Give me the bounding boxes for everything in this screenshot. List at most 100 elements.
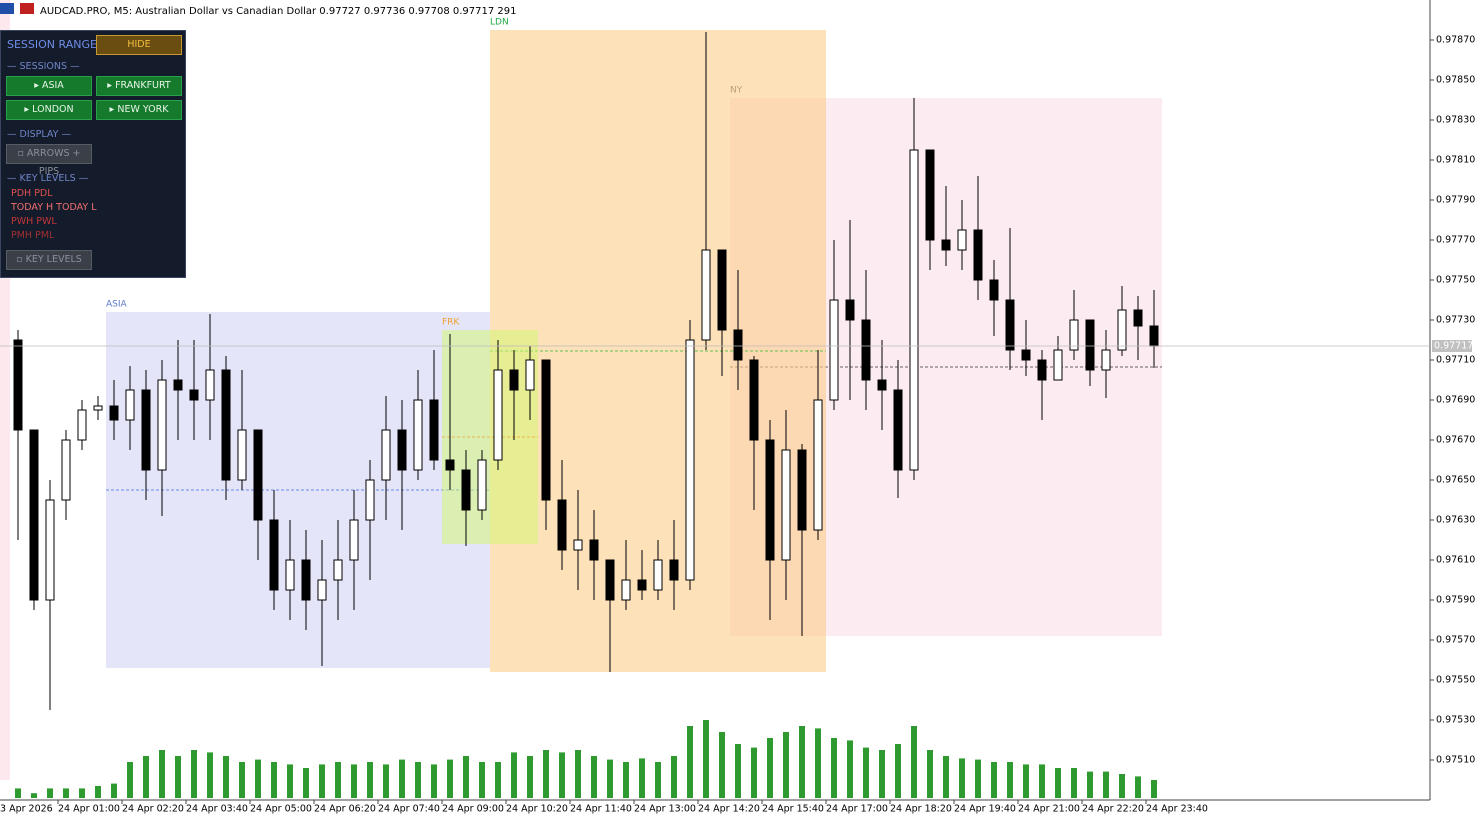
flag-icon xyxy=(0,3,14,14)
candle-body xyxy=(1133,309,1143,327)
candle-body xyxy=(189,389,199,401)
y-tick-label: 0.97790 xyxy=(1436,195,1475,206)
volume-bar xyxy=(111,783,117,798)
volume-bar xyxy=(463,756,469,798)
candle-body xyxy=(301,559,311,601)
volume-bar xyxy=(1103,771,1109,798)
key-levels-button[interactable]: ▫ KEY LEVELS xyxy=(6,250,92,270)
candle-body xyxy=(989,279,999,301)
volume-bar xyxy=(239,762,245,798)
candle-body xyxy=(861,319,871,381)
candle-body xyxy=(413,399,423,471)
flag-icon xyxy=(20,3,34,14)
volume-bar xyxy=(783,732,789,798)
key-level[interactable]: PDH PDL xyxy=(11,188,53,199)
session-label: LDN xyxy=(490,18,509,28)
chart-title: AUDCAD.PRO, M5: Australian Dollar vs Can… xyxy=(40,6,517,17)
volume-bar xyxy=(703,720,709,798)
y-tick-label: 0.97730 xyxy=(1436,315,1475,326)
x-tick-label: 24 Apr 03:40 xyxy=(186,804,248,815)
last-price-label: 0.97717 xyxy=(1434,341,1473,352)
volume-bar xyxy=(543,750,549,798)
volume-bar xyxy=(1119,774,1125,798)
volume-bar xyxy=(527,756,533,798)
candle-body xyxy=(141,389,151,471)
volume-bar xyxy=(575,750,581,798)
key-level[interactable]: TODAY H TODAY L xyxy=(11,202,97,213)
candle-body xyxy=(557,499,567,551)
candle-body xyxy=(621,579,631,601)
volume-bar xyxy=(975,759,981,798)
volume-bar xyxy=(383,764,389,798)
section-header: — SESSIONS — xyxy=(7,61,80,72)
volume-bar xyxy=(1135,776,1141,798)
candle-body xyxy=(1069,319,1079,351)
section-title: KEY LEVELS xyxy=(19,173,76,184)
candle-body xyxy=(445,459,455,471)
session-button[interactable]: ▸ NEW YORK xyxy=(96,100,182,120)
volume-bar xyxy=(31,793,37,798)
hide-button[interactable]: HIDE xyxy=(96,35,182,55)
candle-body xyxy=(45,499,55,601)
volume-bar xyxy=(511,752,517,798)
volume-bar xyxy=(255,759,261,798)
volume-bar xyxy=(751,747,757,798)
candle-body xyxy=(589,539,599,561)
volume-bar xyxy=(367,762,373,798)
candle-body xyxy=(1149,325,1159,347)
candle-body xyxy=(1085,319,1095,371)
y-tick-label: 0.97750 xyxy=(1436,275,1475,286)
candle-body xyxy=(157,379,167,471)
candle-body xyxy=(669,559,679,581)
key-level[interactable]: PWH PWL xyxy=(11,216,57,227)
candle-body xyxy=(125,389,135,421)
session-button[interactable]: ▸ FRANKFURT xyxy=(96,76,182,96)
candle-body xyxy=(1005,299,1015,351)
candle-body xyxy=(1021,349,1031,361)
volume-bar xyxy=(127,762,133,798)
session-button[interactable]: ▸ LONDON xyxy=(6,100,92,120)
volume-bar xyxy=(319,764,325,798)
candle-body xyxy=(381,429,391,481)
key-level[interactable]: PMH PML xyxy=(11,230,55,241)
x-tick-label: 24 Apr 19:40 xyxy=(954,804,1016,815)
candle-body xyxy=(365,479,375,521)
volume-bar xyxy=(495,762,501,798)
y-tick-label: 0.97690 xyxy=(1436,395,1475,406)
last-price-box xyxy=(1432,340,1472,352)
y-tick-label: 0.97870 xyxy=(1436,35,1475,46)
candle-body xyxy=(93,405,103,411)
candle-body xyxy=(573,539,583,551)
volume-bar xyxy=(1055,768,1061,798)
section-title: DISPLAY xyxy=(19,129,59,140)
y-tick-label: 0.97610 xyxy=(1436,555,1475,566)
candle-body xyxy=(749,359,759,441)
candle-body xyxy=(733,329,743,361)
x-tick-label: 24 Apr 10:20 xyxy=(506,804,568,815)
volume-bar xyxy=(1087,771,1093,798)
volume-bar xyxy=(271,762,277,798)
candle-body xyxy=(765,439,775,561)
volume-bar xyxy=(399,759,405,798)
axes: 0.97870 0.97850 0.97830 0.97810 0.97790 0.977… xyxy=(0,35,1475,815)
volume-bar xyxy=(607,759,613,798)
panel-title: SESSION RANGE xyxy=(7,38,97,51)
display-button[interactable]: ▫ ARROWS + PIPS xyxy=(6,144,92,177)
candles xyxy=(13,32,1159,710)
volume-bar xyxy=(639,758,645,798)
session-button[interactable]: ▸ ASIA xyxy=(6,76,92,96)
candle-body xyxy=(813,399,823,531)
x-tick-label: 24 Apr 11:40 xyxy=(570,804,632,815)
volume-bar xyxy=(159,750,165,798)
candle-body xyxy=(333,559,343,581)
y-tick-label: 0.97630 xyxy=(1436,515,1475,526)
candle-body xyxy=(829,299,839,401)
session-label: ASIA xyxy=(106,300,128,310)
x-tick-label: 24 Apr 15:40 xyxy=(762,804,824,815)
candle-body xyxy=(269,519,279,591)
volume-bar xyxy=(1023,764,1029,798)
candle-body xyxy=(973,229,983,281)
y-tick-label: 0.97510 xyxy=(1436,755,1475,766)
candle-body xyxy=(109,405,119,421)
x-tick-label: 24 Apr 05:00 xyxy=(250,804,312,815)
